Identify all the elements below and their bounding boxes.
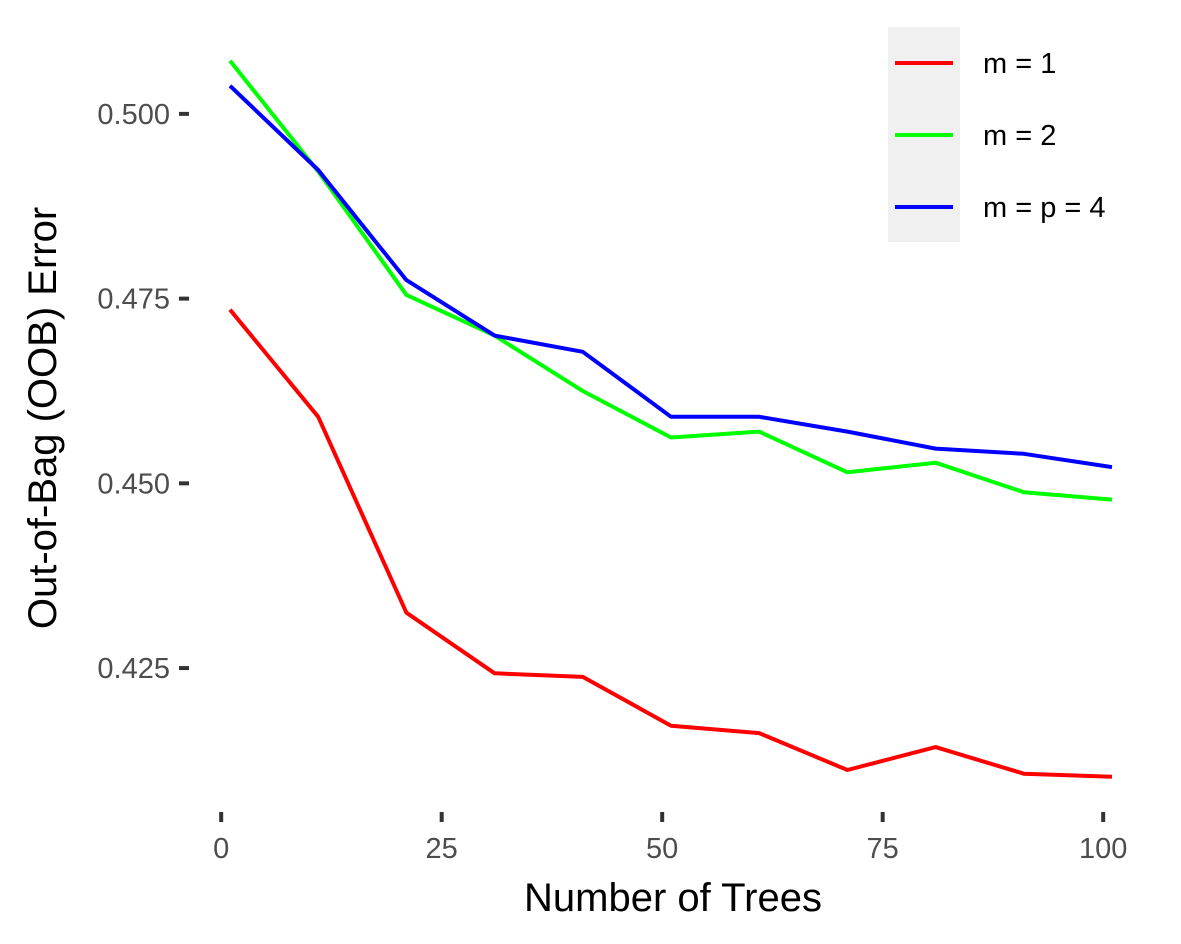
x-tick-label: 100 [1079,833,1127,865]
series-line-1 [228,308,1113,779]
x-axis-title: Number of Trees [524,876,822,920]
series-line-2 [228,59,1113,502]
x-tick-label: 25 [426,833,458,865]
x-axis: 0 25 50 75 100 [213,812,1127,865]
y-tick-label: 0.450 [97,468,170,500]
x-tick-label: 0 [213,833,229,865]
y-tick-label: 0.500 [97,99,170,131]
series-lines [228,59,1113,779]
legend: m = 1 m = 2 m = p = 4 [888,27,1106,242]
legend-label-3: m = p = 4 [983,192,1106,224]
y-tick-label: 0.425 [97,653,170,685]
legend-label-2: m = 2 [983,120,1056,152]
series-line-3 [228,84,1113,470]
y-axis: 0.425 0.450 0.475 0.500 [97,99,189,685]
legend-label-1: m = 1 [983,48,1056,80]
x-tick-label: 50 [646,833,678,865]
y-axis-title: Out-of-Bag (OOB) Error [21,207,65,629]
x-tick-label: 75 [867,833,899,865]
y-tick-label: 0.475 [97,284,170,316]
